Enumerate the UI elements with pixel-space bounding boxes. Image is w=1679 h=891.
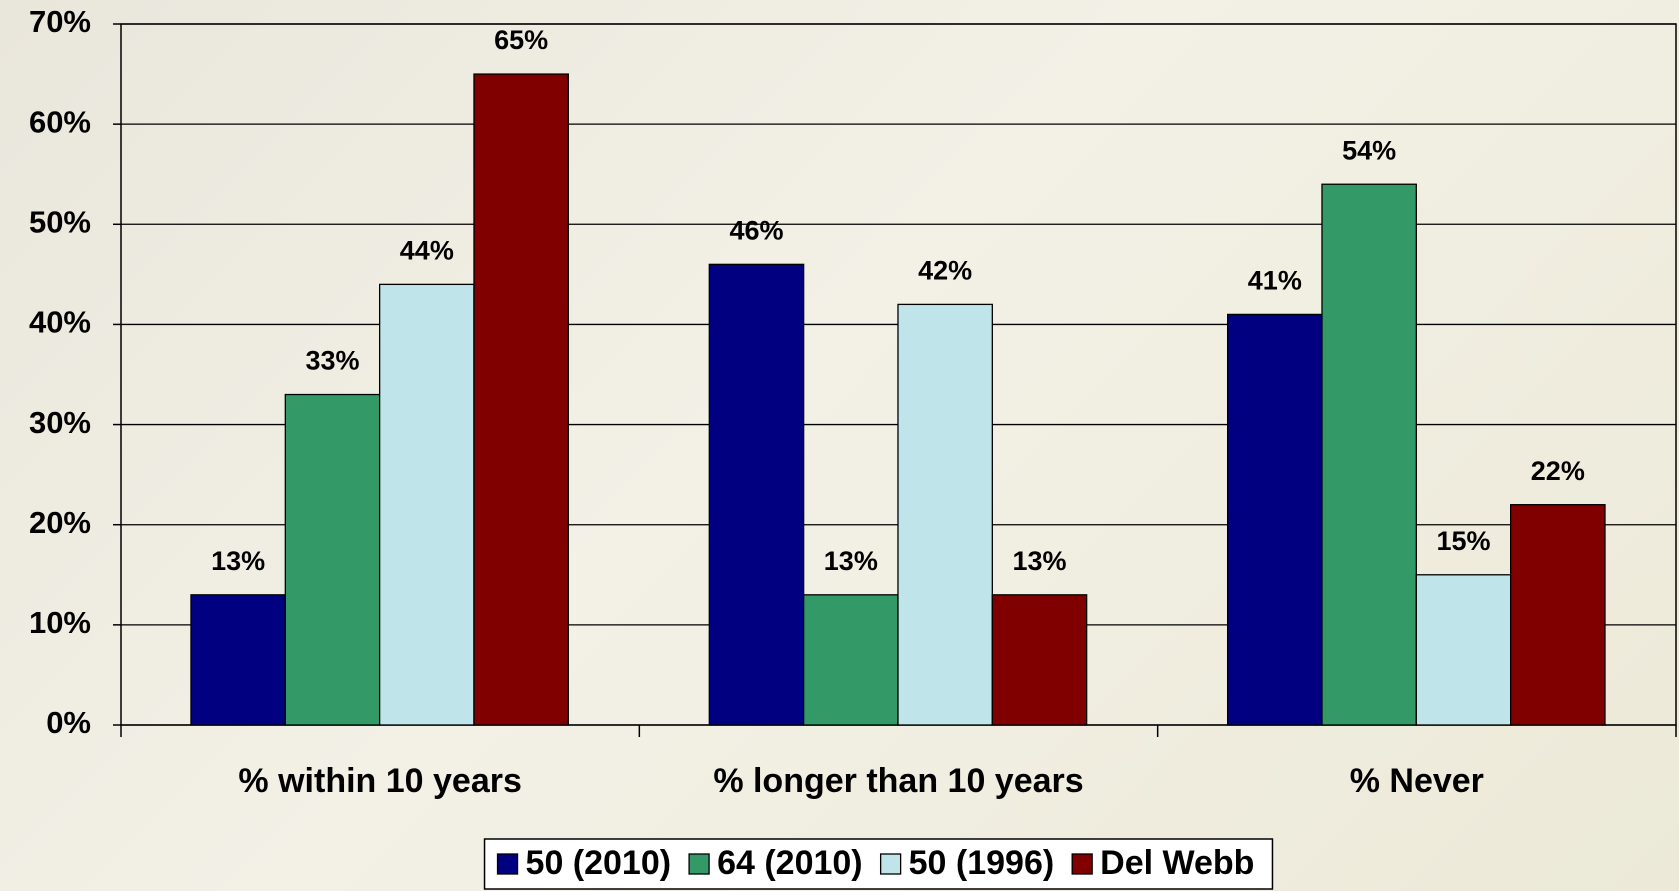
legend-label: 50 (2010) bbox=[526, 844, 672, 882]
x-tick-label: % longer than 10 years bbox=[713, 762, 1083, 800]
legend-swatch bbox=[1071, 853, 1093, 875]
bar bbox=[473, 73, 569, 726]
bar bbox=[1321, 183, 1417, 726]
data-label: 13% bbox=[211, 546, 265, 576]
data-label: 44% bbox=[400, 235, 454, 265]
y-tick-label: 30% bbox=[29, 405, 91, 440]
legend-swatch bbox=[879, 853, 902, 875]
bar bbox=[190, 594, 286, 726]
data-label: 15% bbox=[1436, 526, 1490, 556]
data-label: 42% bbox=[918, 256, 972, 286]
y-tick-label: 20% bbox=[29, 505, 91, 540]
legend-swatch bbox=[688, 853, 710, 875]
data-label: 13% bbox=[824, 546, 878, 576]
y-tick-label: 60% bbox=[29, 104, 91, 139]
legend-box bbox=[483, 838, 1274, 890]
y-tick-label: 0% bbox=[46, 705, 91, 740]
data-label: 33% bbox=[305, 346, 359, 376]
bar bbox=[1226, 313, 1323, 726]
data-label: 46% bbox=[729, 215, 783, 245]
data-label: 54% bbox=[1342, 135, 1396, 165]
y-tick-label: 10% bbox=[29, 605, 91, 640]
x-tick-label: % Never bbox=[1350, 762, 1484, 800]
legend-label: Del Webb bbox=[1100, 844, 1254, 882]
bar bbox=[1510, 504, 1606, 726]
y-tick-label: 50% bbox=[29, 204, 91, 239]
legend: 50 (2010) 64 (2010) 50 (1996) Del Webb bbox=[483, 838, 1274, 890]
bar bbox=[708, 263, 805, 726]
y-tick-label: 70% bbox=[29, 4, 91, 39]
legend-label: 64 (2010) bbox=[717, 844, 863, 882]
bar bbox=[991, 594, 1088, 726]
x-tick-label: % within 10 years bbox=[238, 762, 521, 800]
data-label: 13% bbox=[1012, 546, 1066, 576]
data-label: 65% bbox=[494, 25, 548, 55]
bar bbox=[802, 594, 899, 726]
bar bbox=[1415, 574, 1512, 726]
bar bbox=[378, 283, 475, 726]
legend-swatch bbox=[496, 853, 519, 875]
bar bbox=[284, 393, 381, 726]
data-label: 41% bbox=[1248, 266, 1302, 296]
legend-label: 50 (1996) bbox=[909, 844, 1055, 882]
y-tick-label: 40% bbox=[29, 305, 91, 340]
bar bbox=[897, 303, 993, 726]
data-label: 22% bbox=[1531, 456, 1585, 486]
